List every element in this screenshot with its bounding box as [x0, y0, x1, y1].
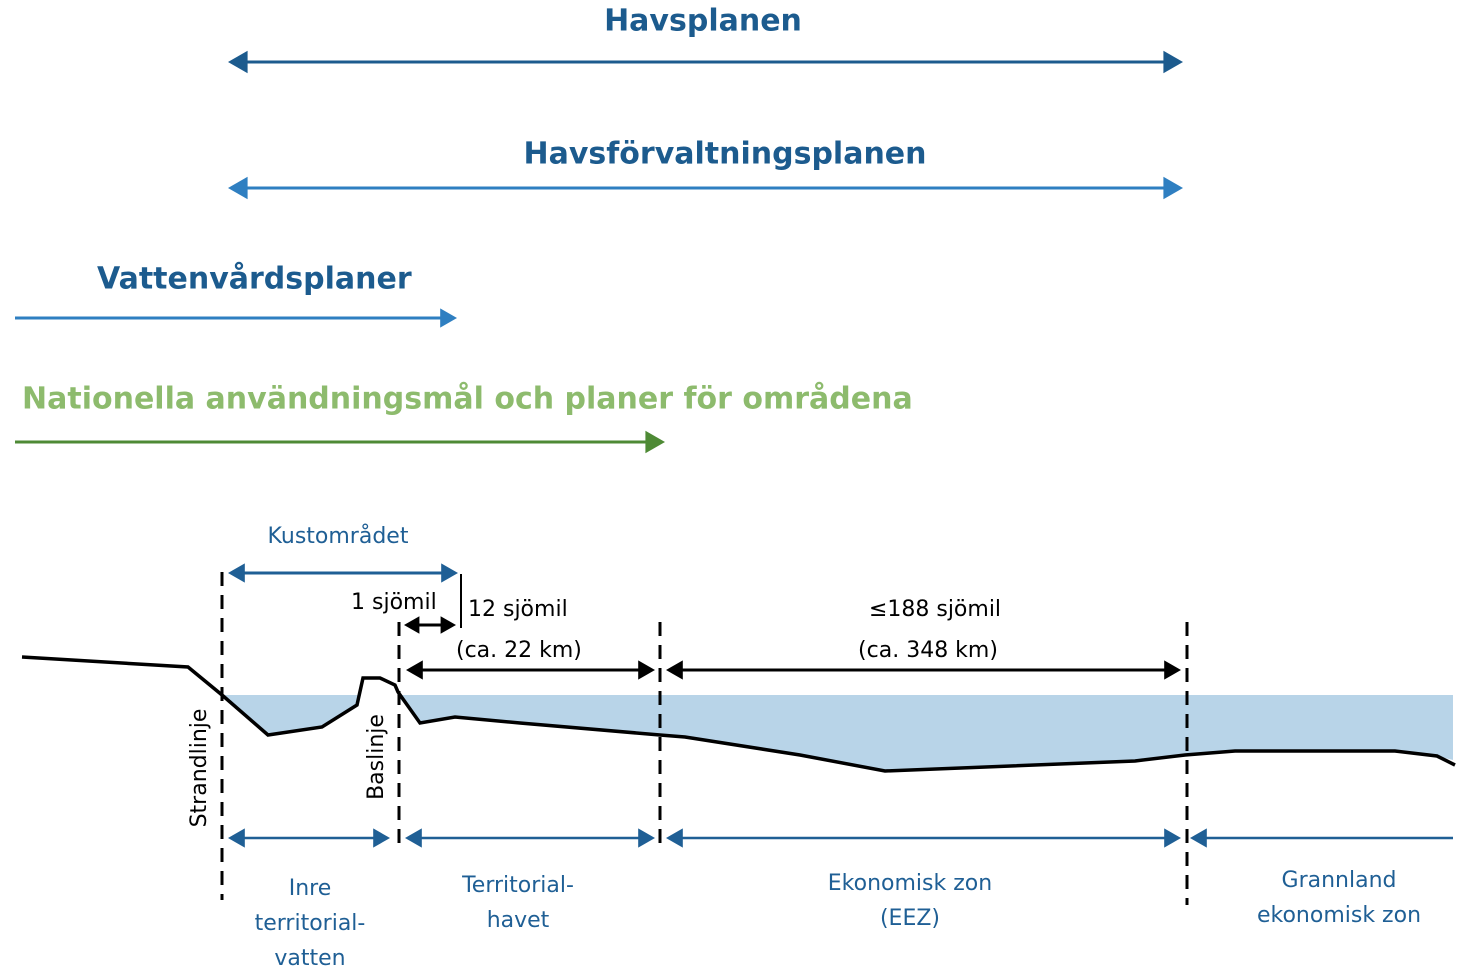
zone-label: territorial-: [255, 911, 366, 936]
arrow-head: [405, 828, 422, 847]
arrow-head: [228, 51, 248, 73]
dimension-label: Kustområdet: [268, 523, 409, 549]
dimension-label: 12 sjömil: [468, 597, 568, 622]
dimension-label: (ca. 22 km): [456, 638, 582, 663]
zone-label: Grannland: [1282, 868, 1397, 893]
zone-label: havet: [487, 908, 550, 933]
line-label: Baslinje: [364, 714, 389, 800]
arrow-head: [404, 616, 419, 634]
arrow-head: [441, 616, 456, 634]
zone-label: (EEZ): [880, 906, 940, 931]
arrow-head: [1163, 51, 1183, 73]
arrow-head: [666, 660, 683, 679]
line-label: Strandlinje: [187, 709, 212, 828]
arrow-head: [228, 828, 245, 847]
arrow-head: [1164, 660, 1181, 679]
water: [397, 695, 1453, 771]
diagram: Havsplanen Havsförvaltningsplanen Vatten…: [0, 0, 1466, 971]
arrow-head: [406, 660, 423, 679]
arrow-head: [638, 660, 655, 679]
arrow-head: [1163, 177, 1183, 199]
zone-label: ekonomisk zon: [1257, 903, 1421, 928]
arrow-head: [440, 308, 457, 327]
arrow-head: [666, 828, 683, 847]
arrow-head: [441, 563, 458, 582]
plan-label: Vattenvårdsplaner: [97, 261, 412, 297]
zone-label: Ekonomisk zon: [828, 871, 992, 896]
plan-label: Havsplanen: [604, 4, 802, 39]
arrow-head: [638, 828, 655, 847]
zone-labels: Inre territorial-vatten Territorial-havet E…: [255, 868, 1421, 971]
zone-label: vatten: [274, 946, 345, 971]
zone-label: Inre: [289, 876, 332, 901]
arrow-head: [1190, 828, 1207, 847]
arrow-head: [228, 563, 245, 582]
dimension-label: (ca. 348 km): [858, 638, 998, 663]
arrow-head: [228, 177, 248, 199]
dimension-label: ≤188 sjömil: [869, 597, 1001, 622]
arrow-head: [373, 828, 390, 847]
zone-label: Territorial-: [461, 873, 574, 898]
plan-label: Nationella användningsmål och planer för…: [22, 381, 913, 417]
arrow-head: [1164, 828, 1181, 847]
arrow-head: [645, 431, 665, 453]
dimension-label: 1 sjömil: [351, 590, 437, 615]
plan-label: Havsförvaltningsplanen: [523, 137, 926, 172]
